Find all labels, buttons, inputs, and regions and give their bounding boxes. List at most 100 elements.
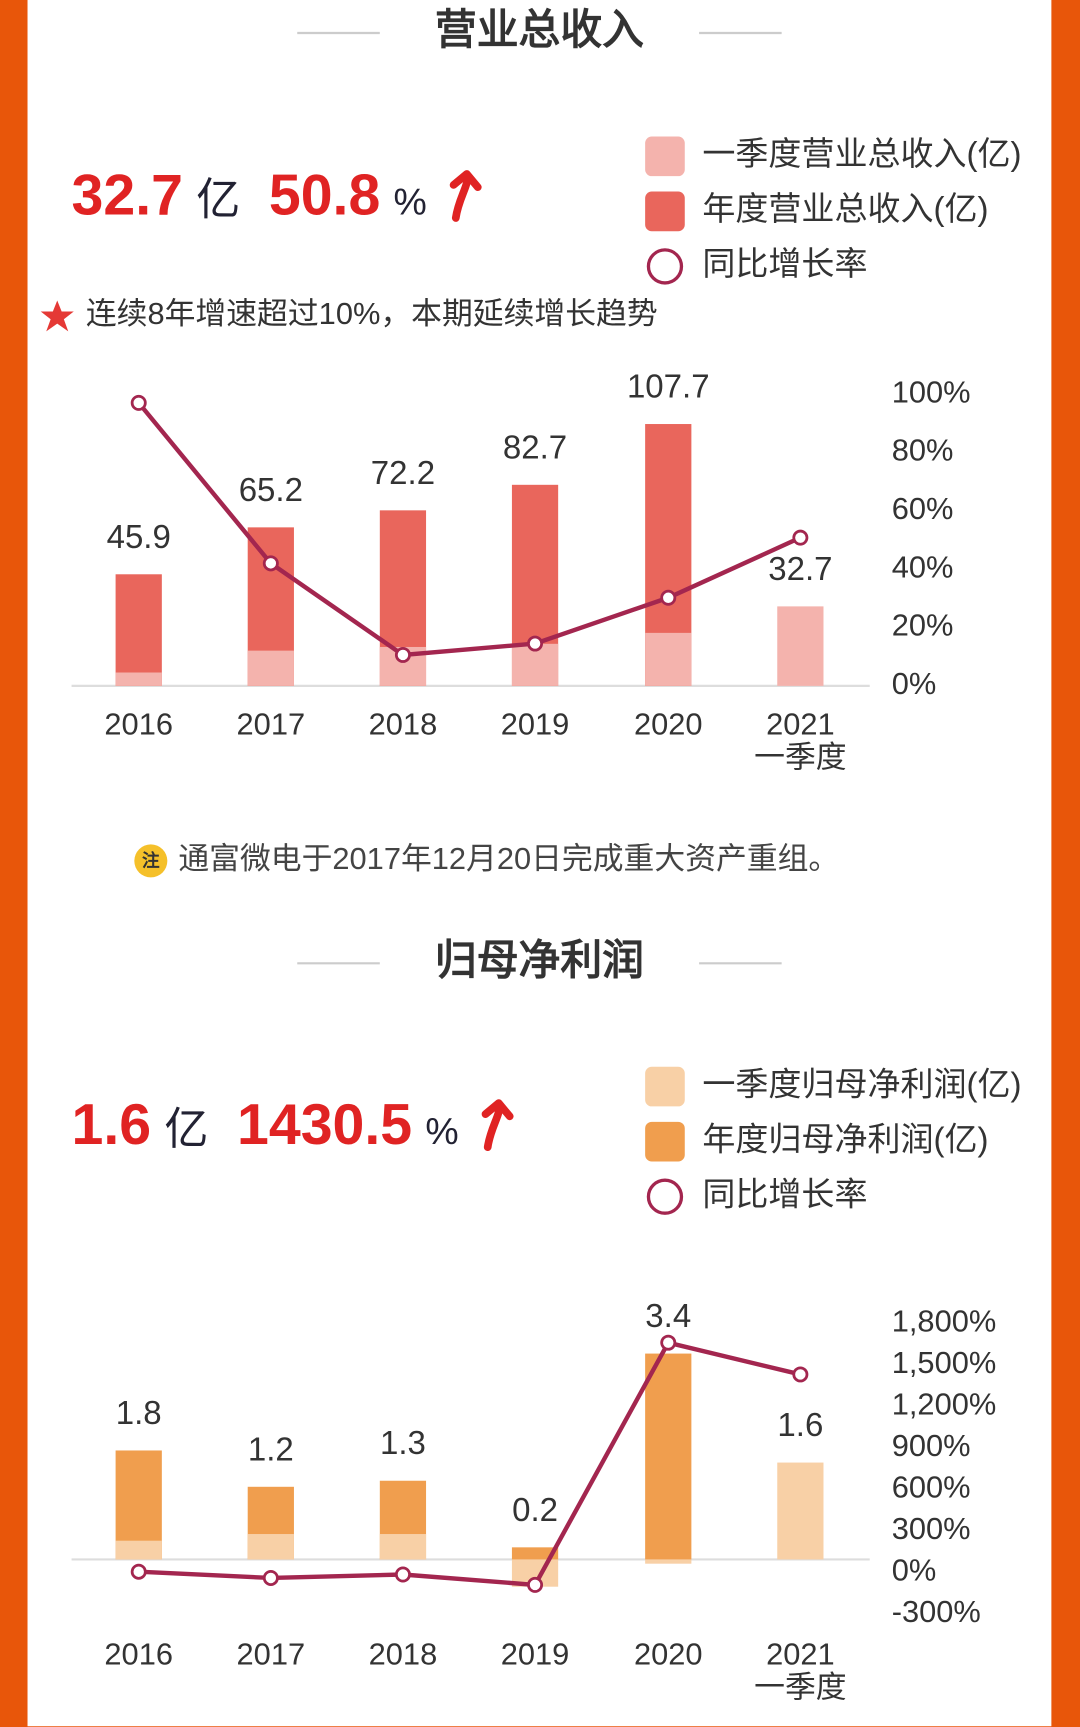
- y2-tick-label: 1,800%: [892, 1303, 997, 1338]
- legend-marker: [646, 1178, 684, 1215]
- x-tick-label: 2020: [633, 706, 703, 741]
- value-label: 72.2: [371, 454, 435, 491]
- legend-swatch: [645, 136, 685, 177]
- x-tick-label: 2016: [104, 706, 173, 741]
- headline-growth-unit: %: [425, 1110, 459, 1153]
- bar: [379, 1534, 427, 1560]
- value-label: 1.8: [116, 1394, 162, 1431]
- growth-line: [137, 401, 802, 658]
- growth-point: [792, 529, 809, 546]
- up-arrow: [481, 1099, 514, 1152]
- bar: [115, 672, 162, 686]
- x-tick-label: 2019: [500, 1637, 570, 1672]
- x-tick-label: 2021 一季度: [754, 706, 847, 774]
- x-tick-label: 2017: [236, 1637, 306, 1672]
- x-tick-label: 2021 一季度: [754, 1637, 847, 1705]
- x-tick-label: 2016: [104, 1637, 173, 1672]
- growth-point: [660, 589, 677, 606]
- bar: [247, 1534, 294, 1560]
- headline: 32.7 亿 50.8%: [72, 163, 484, 229]
- growth-point: [262, 555, 279, 572]
- value-label: 107.7: [627, 368, 710, 405]
- up-arrow-shape: [449, 170, 482, 222]
- note-badge: [134, 844, 168, 878]
- headline-growth: 50.8: [268, 164, 381, 228]
- value-label: 45.9: [107, 518, 171, 555]
- x-tick-label: 2020: [633, 1637, 703, 1672]
- y2-tick-label: 80%: [892, 433, 954, 468]
- x-tick-label: 2019: [500, 706, 570, 741]
- up-arrow: [449, 170, 482, 222]
- y2-tick-label: 60%: [892, 491, 954, 526]
- headline-growth: 1430.5: [237, 1093, 413, 1158]
- y2-tick-label: 20%: [892, 608, 954, 643]
- growth-point: [130, 394, 147, 411]
- y2-tick-label: 300%: [892, 1511, 971, 1546]
- x-tick-label: 2018: [368, 706, 438, 741]
- note-badge-text: 注: [142, 851, 160, 871]
- legend-swatch: [645, 1121, 685, 1162]
- growth-point: [394, 646, 411, 663]
- growth-point: [394, 1566, 411, 1583]
- value-label: 32.7: [768, 550, 832, 587]
- headline-value: 1.6: [71, 1093, 152, 1158]
- growth-point: [527, 1576, 544, 1593]
- bar: [247, 650, 294, 686]
- legend-label: 年度营业总收入(亿): [702, 190, 988, 227]
- bar: [115, 1540, 162, 1560]
- y2-tick-label: 1,200%: [892, 1386, 997, 1421]
- y2-tick-label: 0%: [892, 666, 937, 701]
- y2-tick-label: 40%: [892, 549, 954, 584]
- y2-tick-label: 1,500%: [892, 1345, 997, 1380]
- headline-growth-unit: %: [393, 181, 427, 224]
- bar: [645, 1353, 692, 1560]
- x-tick-label: 2018: [368, 1637, 438, 1672]
- y2-tick-label: 100%: [892, 374, 971, 409]
- value-label: 1.2: [248, 1430, 294, 1467]
- y2-tick-label: -300%: [892, 1594, 981, 1629]
- bar: [777, 1462, 824, 1560]
- legend-swatch: [645, 191, 685, 232]
- y2-tick-label: 0%: [892, 1553, 937, 1588]
- legend-marker: [646, 248, 684, 285]
- legend-label: 同比增长率: [702, 245, 867, 282]
- value-label: 65.2: [239, 471, 303, 508]
- value-label: 1.3: [380, 1424, 426, 1461]
- bar: [115, 574, 162, 686]
- chart-title: 营业总收入: [435, 6, 644, 53]
- headline-unit: 亿: [164, 1105, 209, 1154]
- x-tick-label: 2017: [236, 706, 306, 741]
- headline-unit: 亿: [196, 176, 241, 225]
- star-icon: [40, 300, 74, 332]
- growth-point: [130, 1563, 147, 1580]
- note-text: 通富微电于2017年12月20日完成重大资产重组。: [178, 841, 839, 876]
- growth-point: [262, 1569, 279, 1586]
- value-label: 0.2: [512, 1491, 558, 1528]
- growth-point: [527, 635, 544, 652]
- growth-point: [792, 1366, 809, 1383]
- growth-line: [138, 1340, 801, 1588]
- headline-value: 32.7: [71, 164, 183, 228]
- annotation: 连续8年增速超过10%，本期延续增长趋势: [86, 296, 658, 331]
- headline: 1.6 亿 1430.5%: [72, 1092, 516, 1158]
- legend-swatch: [645, 1066, 685, 1107]
- value-label: 3.4: [645, 1297, 691, 1334]
- panel: [27, 0, 1052, 1727]
- bar: [645, 632, 692, 686]
- growth-point: [660, 1334, 677, 1351]
- y2-tick-label: 600%: [892, 1470, 971, 1505]
- legend-label: 一季度归母净利润(亿): [702, 1065, 1021, 1102]
- value-label: 82.7: [503, 428, 567, 465]
- chart-title: 归母净利润: [435, 936, 644, 983]
- legend-label: 年度归母净利润(亿): [702, 1120, 988, 1157]
- bar: [511, 1547, 559, 1560]
- bar: [645, 1559, 692, 1564]
- legend-label: 同比增长率: [702, 1175, 867, 1212]
- up-arrow-shape: [481, 1099, 514, 1152]
- bar: [777, 606, 824, 686]
- value-label: 1.6: [777, 1406, 823, 1443]
- y2-tick-label: 900%: [892, 1428, 971, 1463]
- legend-label: 一季度营业总收入(亿): [702, 135, 1021, 172]
